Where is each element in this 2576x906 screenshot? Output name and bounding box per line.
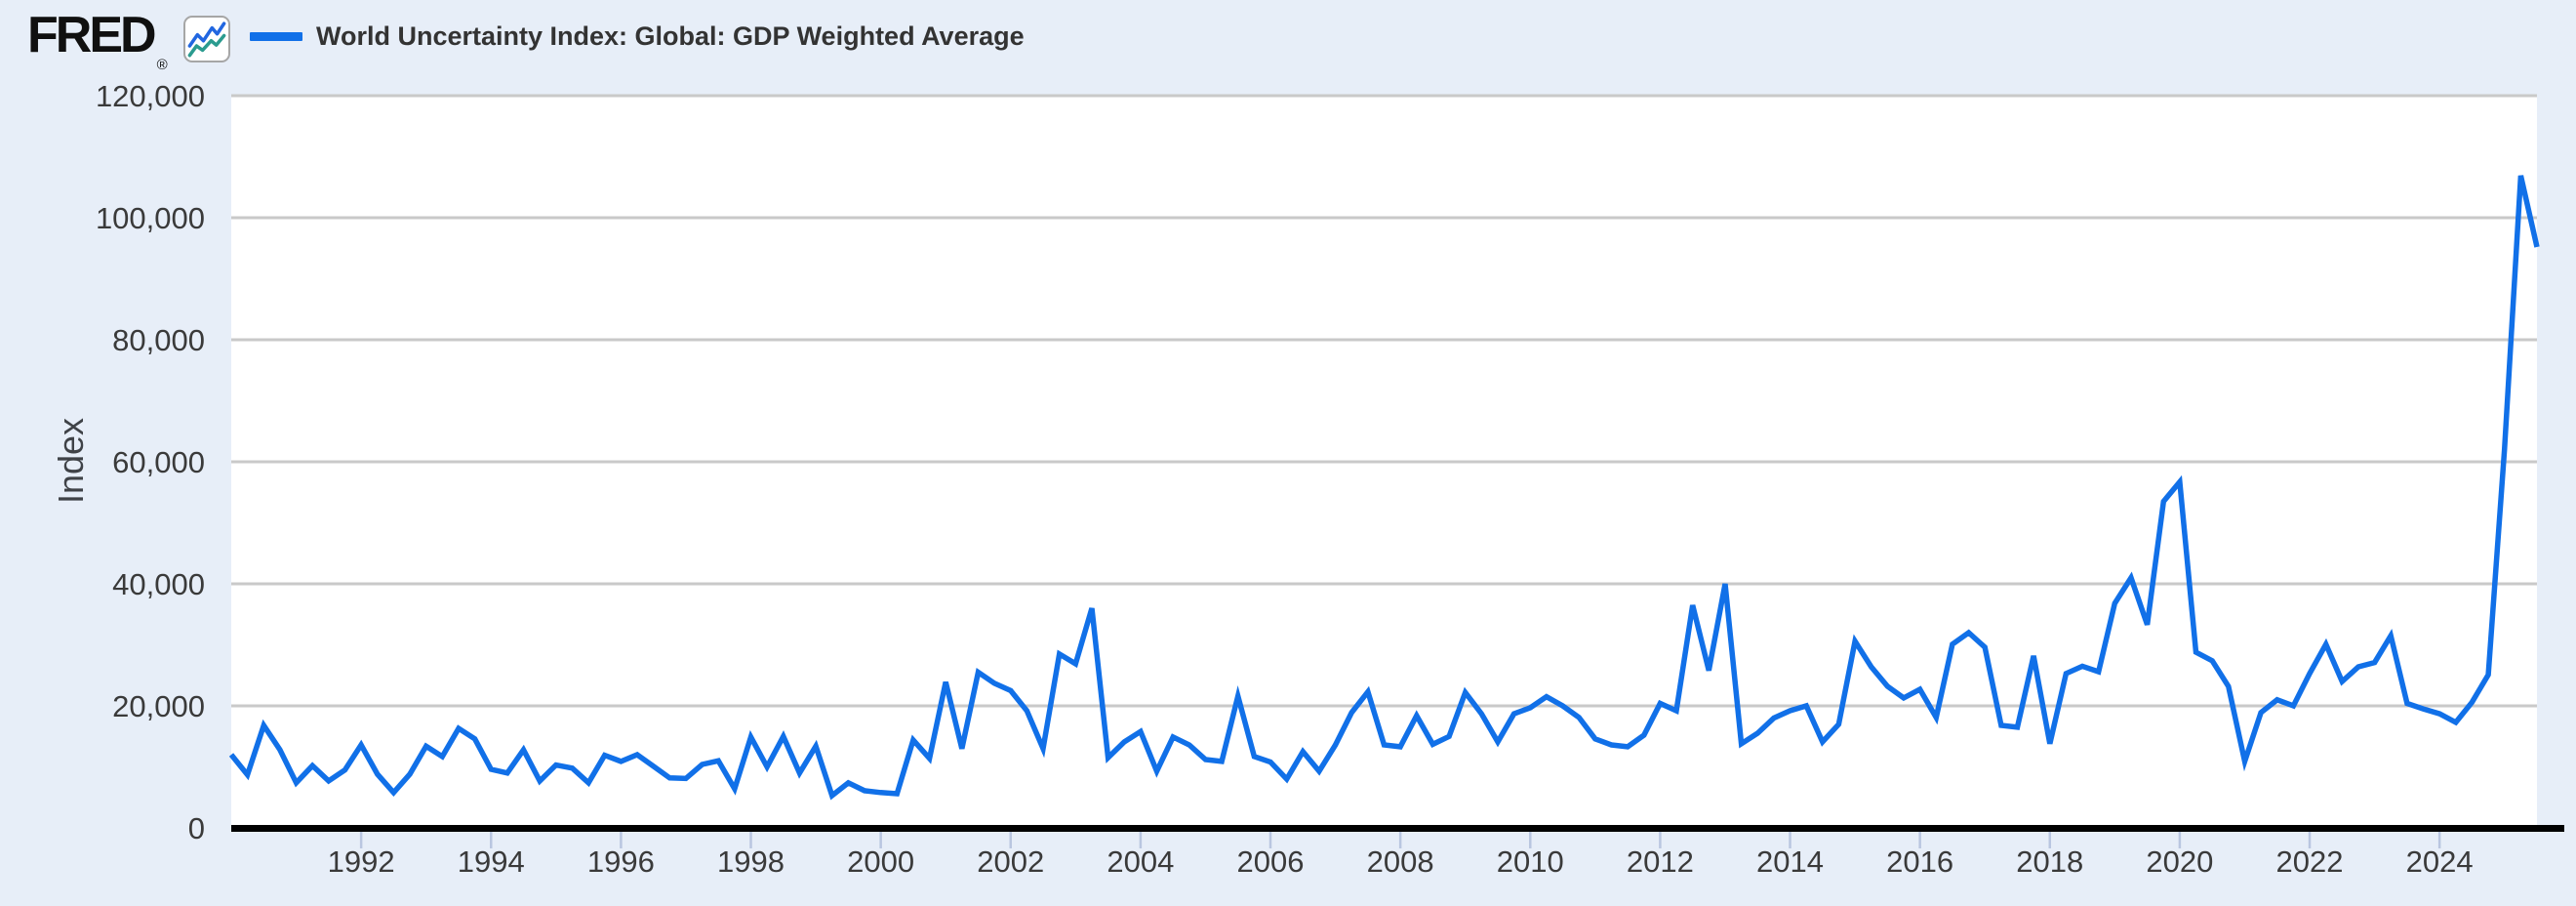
x-tick-label: 2014	[1756, 844, 1824, 879]
x-tick-label: 2024	[2406, 844, 2474, 879]
y-tick-label: 40,000	[112, 567, 205, 601]
x-tick-label: 1994	[458, 844, 525, 879]
y-tick-label: 120,000	[96, 79, 205, 113]
x-tick-label: 1992	[328, 844, 395, 879]
y-tick-label: 80,000	[112, 323, 205, 357]
y-tick-label: 0	[188, 811, 205, 845]
x-tick-label: 1998	[717, 844, 785, 879]
x-tick-label: 2004	[1107, 844, 1174, 879]
fred-logo-text: FRED	[27, 7, 157, 63]
y-tick-label: 100,000	[96, 201, 205, 235]
x-tick-label: 2002	[977, 844, 1044, 879]
x-tick-label: 2022	[2276, 844, 2344, 879]
x-tick-label: 2016	[1886, 844, 1953, 879]
x-tick-label: 2018	[2016, 844, 2083, 879]
legend-line-swatch	[250, 32, 302, 41]
legend: World Uncertainty Index: Global: GDP Wei…	[250, 21, 1025, 52]
registered-trademark: ®	[156, 57, 168, 73]
x-axis-line	[231, 825, 2564, 832]
x-tick-label: 2006	[1237, 844, 1305, 879]
data-line-series	[228, 175, 2540, 801]
sparkline-icon	[183, 16, 230, 62]
y-tick-label: 20,000	[112, 689, 205, 723]
x-tick-label: 2010	[1497, 844, 1564, 879]
x-tick-label: 2012	[1627, 844, 1694, 879]
x-tick-label: 2020	[2146, 844, 2213, 879]
fred-logo: FRED®	[27, 6, 168, 73]
sparkline-blue-line	[187, 21, 226, 48]
legend-series-label: World Uncertainty Index: Global: GDP Wei…	[316, 21, 1025, 51]
x-tick-label: 2008	[1367, 844, 1434, 879]
x-tick-label: 2000	[847, 844, 914, 879]
sparkline-teal-line	[187, 33, 226, 58]
x-tick-label: 1996	[587, 844, 655, 879]
y-tick-label: 60,000	[112, 445, 205, 479]
